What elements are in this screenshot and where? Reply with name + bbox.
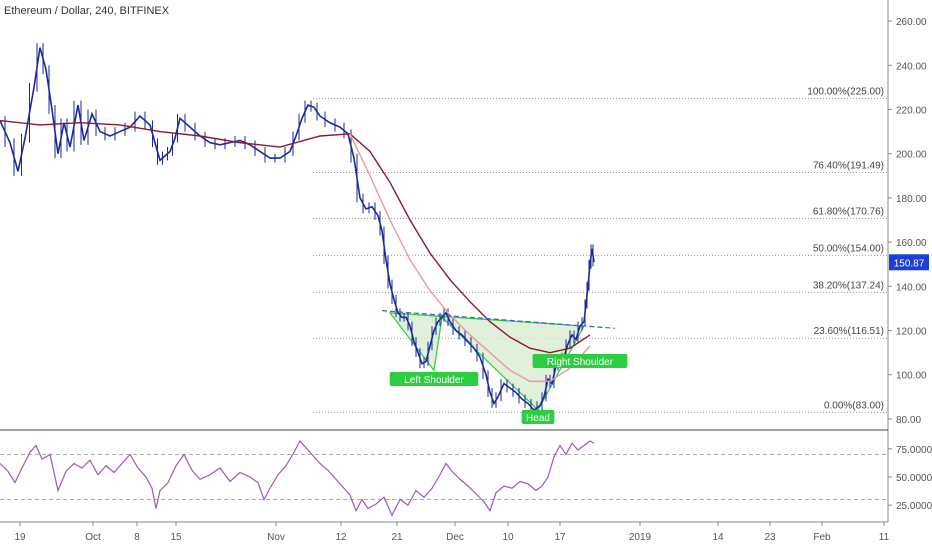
pattern-annotation-label: Head <box>526 413 550 424</box>
rsi-tick-label: 25.0000 <box>896 501 932 512</box>
time-tick-label: 17 <box>554 532 566 543</box>
time-tick-label: 12 <box>335 532 347 543</box>
fib-level-label: 76.40%(191.49) <box>813 160 884 171</box>
price-tick-label: 180.00 <box>896 194 927 205</box>
time-tick-label: 15 <box>170 532 182 543</box>
price-tick-label: 220.00 <box>896 105 927 116</box>
time-tick-label: 10 <box>502 532 514 543</box>
time-tick-label: 21 <box>391 532 403 543</box>
pattern-annotation-badge <box>389 372 479 386</box>
neckline <box>381 310 616 329</box>
time-tick-label: 2019 <box>629 532 652 543</box>
price-tick-label: 160.00 <box>896 238 927 249</box>
price-tick-label: 240.00 <box>896 61 927 72</box>
fib-level-label: 50.00%(154.00) <box>813 243 884 254</box>
time-tick-label: Dec <box>446 532 464 543</box>
price-tick-label: 120.00 <box>896 327 927 338</box>
time-tick-label: Oct <box>85 532 101 543</box>
time-tick-label: 11 <box>879 532 890 543</box>
moving-average-line <box>0 119 591 354</box>
price-tick-label: 100.00 <box>896 371 927 382</box>
price-tick-label: 260.00 <box>896 17 927 28</box>
time-tick-label: 14 <box>712 532 724 543</box>
pattern-annotation-badge <box>521 410 555 424</box>
rsi-line <box>0 439 595 517</box>
pattern-annotation-label: Right Shoulder <box>547 357 614 368</box>
time-tick-label: Nov <box>267 532 285 543</box>
price-tick-label: 80.00 <box>896 415 921 426</box>
last-price-label: 150.87 <box>894 258 925 269</box>
last-price-badge <box>889 254 929 271</box>
price-tick-label: 200.00 <box>896 150 927 161</box>
time-tick-label: 19 <box>14 532 26 543</box>
time-tick-label: Feb <box>813 532 831 543</box>
fib-level-label: 23.60%(116.51) <box>814 326 884 337</box>
price-tick-label: 140.00 <box>896 282 927 293</box>
moving-average-line <box>349 133 591 383</box>
rsi-tick-label: 50.0000 <box>896 473 932 484</box>
fib-level-label: 61.80%(170.76) <box>813 206 884 217</box>
time-tick-label: 8 <box>134 532 140 543</box>
pattern-annotation-label: Left Shoulder <box>404 375 464 386</box>
chart-title: Ethereum / Dollar, 240, BITFINEX <box>4 5 170 17</box>
time-tick-label: 23 <box>764 532 776 543</box>
pattern-annotation-badge <box>532 354 628 368</box>
fib-level-label: 38.20%(137.24) <box>813 280 884 291</box>
rsi-tick-label: 75.0000 <box>896 445 932 456</box>
price-series <box>0 47 595 412</box>
fib-level-label: 0.00%(83.00) <box>824 400 884 411</box>
fib-level-label: 100.00%(225.00) <box>807 86 884 97</box>
